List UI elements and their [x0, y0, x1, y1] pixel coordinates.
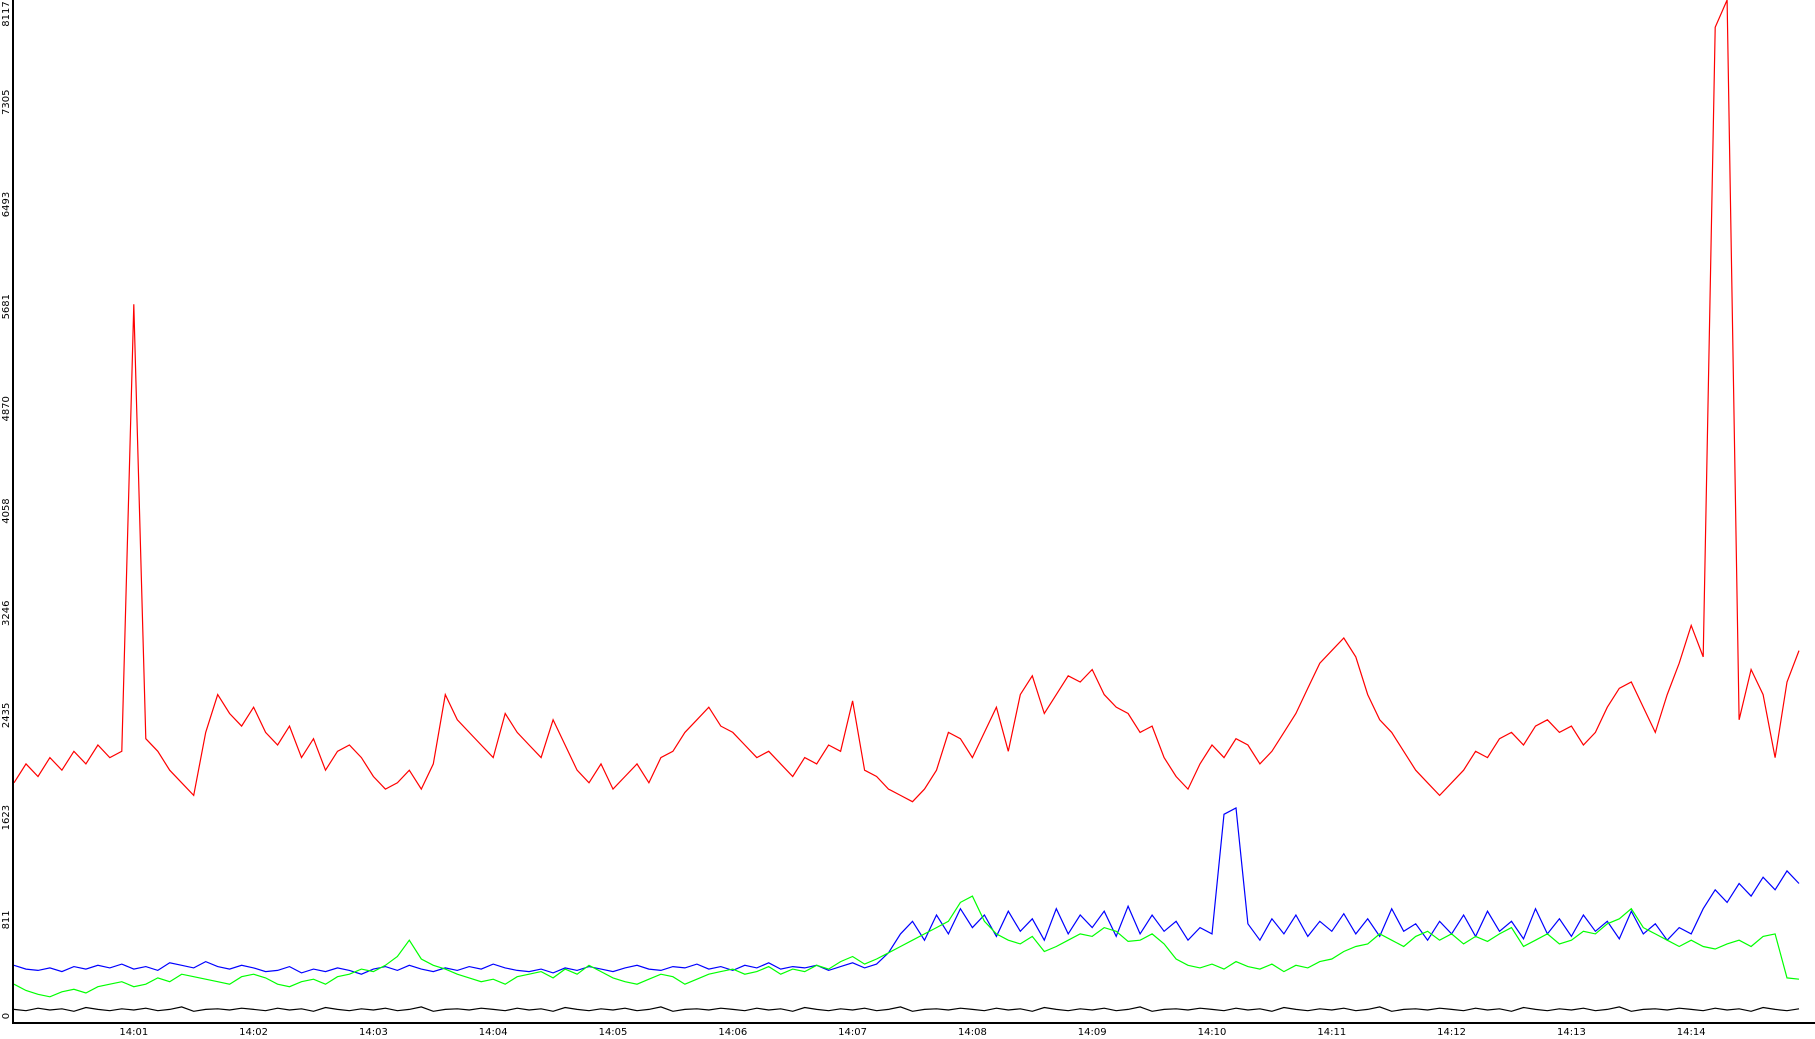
x-tick-label: 14:01: [119, 1027, 148, 1038]
x-tick-label: 14:11: [1317, 1027, 1346, 1038]
x-tick-label: 14:04: [479, 1027, 508, 1038]
x-tick-label: 14:03: [359, 1027, 388, 1038]
y-tick-label: 1623: [1, 805, 12, 830]
y-tick-label: 5681: [1, 294, 12, 319]
series-line: [13, 0, 1800, 803]
y-tick-label: 6493: [1, 192, 12, 217]
x-tick-label: 14:05: [599, 1027, 628, 1038]
x-tick-label: 14:08: [958, 1027, 987, 1038]
y-tick-label: 2435: [1, 703, 12, 728]
x-tick-label: 14:14: [1677, 1027, 1706, 1038]
x-tick-label: 14:02: [239, 1027, 268, 1038]
x-tick-label: 14:06: [718, 1027, 747, 1038]
series-line: [13, 895, 1800, 998]
x-tick-label: 14:10: [1198, 1027, 1227, 1038]
y-tick-label: 3246: [1, 601, 12, 626]
y-tick-label: 4870: [1, 396, 12, 421]
y-tick-label: 4058: [1, 498, 12, 523]
x-tick-label: 14:13: [1557, 1027, 1586, 1038]
y-tick-label: 0: [1, 1013, 12, 1019]
x-tick-label: 14:07: [838, 1027, 867, 1038]
x-tick-label: 14:09: [1078, 1027, 1107, 1038]
y-tick-label: 7305: [1, 90, 12, 115]
x-tick-label: 14:12: [1437, 1027, 1466, 1038]
y-tick-label: 8117: [1, 1, 12, 26]
series-line: [13, 1006, 1800, 1012]
series-line: [13, 807, 1800, 975]
y-tick-label: 811: [1, 910, 12, 929]
